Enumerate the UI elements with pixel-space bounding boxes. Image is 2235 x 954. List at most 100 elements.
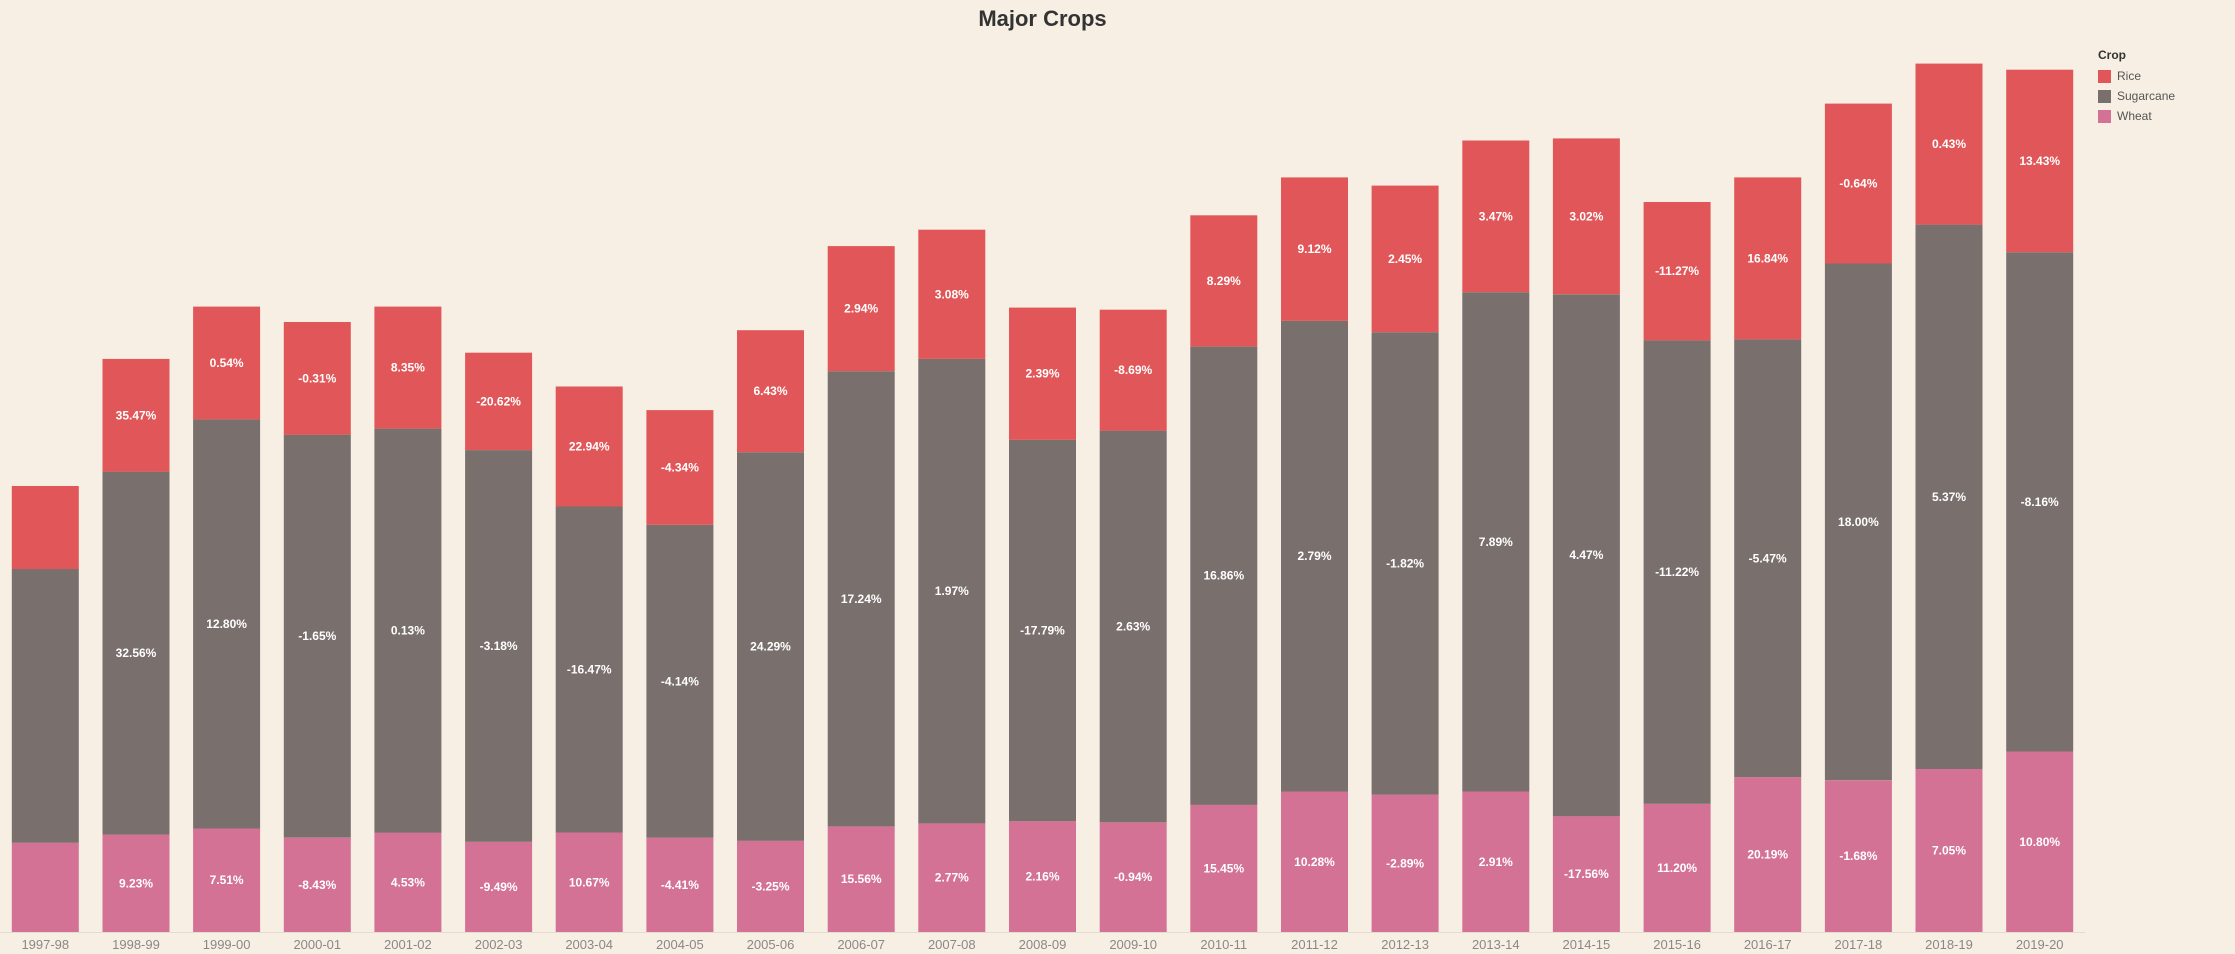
bar-segment-rice-2001-02[interactable] <box>374 306 442 429</box>
data-label-sugarcane-2003-04: -16.47% <box>567 663 612 677</box>
bar-segment-sugarcane-2007-08[interactable] <box>918 358 986 824</box>
bar-segment-rice-2012-13[interactable] <box>1371 185 1439 333</box>
bar-segment-wheat-2001-02[interactable] <box>374 832 442 933</box>
bar-segment-sugarcane-2015-16[interactable] <box>1643 340 1711 804</box>
bar-segment-rice-2010-11[interactable] <box>1190 215 1258 347</box>
bar-segment-rice-2015-16[interactable] <box>1643 202 1711 341</box>
bar-segment-rice-2014-15[interactable] <box>1552 138 1620 295</box>
bar-segment-sugarcane-2002-03[interactable] <box>465 450 533 842</box>
bar-segment-sugarcane-1997-98[interactable] <box>11 569 79 843</box>
bar-segment-wheat-1997-98[interactable] <box>11 842 79 932</box>
bar-segment-rice-2018-19[interactable] <box>1915 63 1983 225</box>
x-tick-label-2007-08: 2007-08 <box>928 937 976 952</box>
data-label-sugarcane-1999-00: 12.80% <box>206 617 247 631</box>
legend-item-sugarcane[interactable]: Sugarcane <box>2098 86 2175 106</box>
data-label-wheat-2010-11: 15.45% <box>1203 861 1244 875</box>
bar-segment-rice-2000-01[interactable] <box>283 322 351 435</box>
bar-segment-sugarcane-2019-20[interactable] <box>2006 252 2074 752</box>
data-label-rice-2008-09: 2.39% <box>1025 367 1059 381</box>
data-label-rice-2000-01: -0.31% <box>298 371 336 385</box>
bar-segment-wheat-2012-13[interactable] <box>1371 794 1439 932</box>
bar-segment-rice-2017-18[interactable] <box>1824 103 1892 264</box>
bar-segment-wheat-2002-03[interactable] <box>465 841 533 932</box>
bar-segment-wheat-2003-04[interactable] <box>555 832 623 933</box>
data-label-wheat-1998-99: 9.23% <box>119 876 153 890</box>
bar-segment-sugarcane-2012-13[interactable] <box>1371 332 1439 795</box>
bar-segment-sugarcane-2009-10[interactable] <box>1099 430 1167 823</box>
bar-segment-rice-2003-04[interactable] <box>555 386 623 507</box>
bar-segment-wheat-2019-20[interactable] <box>2006 751 2074 933</box>
x-tick-label-2006-07: 2006-07 <box>837 937 885 952</box>
data-label-rice-2006-07: 2.94% <box>844 302 878 316</box>
data-label-wheat-2012-13: -2.89% <box>1386 856 1424 870</box>
bar-segment-sugarcane-1998-99[interactable] <box>102 471 170 835</box>
x-tick-label-2009-10: 2009-10 <box>1109 937 1157 952</box>
legend-item-rice[interactable]: Rice <box>2098 66 2175 86</box>
bar-segment-sugarcane-2017-18[interactable] <box>1824 263 1892 781</box>
bar-segment-rice-2002-03[interactable] <box>465 352 533 451</box>
bar-segment-wheat-2011-12[interactable] <box>1281 791 1348 933</box>
bar-segment-sugarcane-2013-14[interactable] <box>1462 292 1530 792</box>
bar-segment-rice-2004-05[interactable] <box>646 410 714 525</box>
bar-segment-wheat-1998-99[interactable] <box>102 834 170 932</box>
bar-segment-sugarcane-2005-06[interactable] <box>737 452 804 841</box>
x-tick-label-2008-09: 2008-09 <box>1019 937 1067 952</box>
bar-segment-rice-1997-98[interactable] <box>11 486 79 569</box>
bar-labels-layer: 9.23% 32.56% 35.47% 7.51% 12.80% 0.54% -8.43% -… <box>116 137 2061 894</box>
bar-segment-sugarcane-2000-01[interactable] <box>283 434 351 838</box>
bar-segment-sugarcane-1999-00[interactable] <box>193 419 261 829</box>
bar-segment-wheat-2007-08[interactable] <box>918 823 986 932</box>
bar-segment-wheat-2008-09[interactable] <box>1009 821 1076 932</box>
bar-segment-wheat-1999-00[interactable] <box>193 828 261 932</box>
data-label-rice-1999-00: 0.54% <box>210 356 244 370</box>
bar-segment-sugarcane-2004-05[interactable] <box>646 525 714 838</box>
bar-segment-wheat-2006-07[interactable] <box>827 826 895 932</box>
data-label-wheat-2017-18: -1.68% <box>1839 849 1877 863</box>
bar-segment-sugarcane-2011-12[interactable] <box>1281 320 1348 792</box>
bar-segment-wheat-2015-16[interactable] <box>1643 803 1711 932</box>
bar-segment-sugarcane-2006-07[interactable] <box>827 371 895 827</box>
data-label-wheat-2009-10: -0.94% <box>1114 870 1152 884</box>
bar-segment-wheat-2018-19[interactable] <box>1915 769 1983 932</box>
bar-segment-sugarcane-2018-19[interactable] <box>1915 224 1983 770</box>
bar-segment-rice-2008-09[interactable] <box>1009 307 1076 440</box>
x-tick-label-2016-17: 2016-17 <box>1744 937 1792 952</box>
data-label-sugarcane-2005-06: 24.29% <box>750 640 791 654</box>
bar-segment-sugarcane-2001-02[interactable] <box>374 428 442 833</box>
bar-segment-rice-2011-12[interactable] <box>1281 177 1348 321</box>
bar-segment-wheat-2017-18[interactable] <box>1824 780 1892 932</box>
bar-segment-sugarcane-2016-17[interactable] <box>1734 339 1802 778</box>
x-tick-label-1999-00: 1999-00 <box>203 937 251 952</box>
bar-segment-wheat-2014-15[interactable] <box>1552 816 1620 932</box>
bar-segment-wheat-2000-01[interactable] <box>283 837 351 932</box>
bar-segment-rice-1998-99[interactable] <box>102 358 170 472</box>
bar-segment-sugarcane-2010-11[interactable] <box>1190 346 1258 805</box>
bar-segment-wheat-2010-11[interactable] <box>1190 804 1258 932</box>
bar-segment-sugarcane-2014-15[interactable] <box>1552 294 1620 817</box>
bar-segment-wheat-2005-06[interactable] <box>737 840 804 932</box>
bar-segment-rice-2013-14[interactable] <box>1462 140 1530 293</box>
bar-segment-rice-2006-07[interactable] <box>827 246 895 372</box>
bar-segment-rice-2007-08[interactable] <box>918 229 986 359</box>
data-label-rice-2018-19: 0.43% <box>1932 137 1966 151</box>
data-label-rice-2001-02: 8.35% <box>391 361 425 375</box>
data-label-rice-2005-06: 6.43% <box>753 384 787 398</box>
data-label-wheat-2006-07: 15.56% <box>841 872 882 886</box>
bar-segment-rice-2016-17[interactable] <box>1734 177 1802 340</box>
data-label-sugarcane-2011-12: 2.79% <box>1297 549 1331 563</box>
x-tick-label-2012-13: 2012-13 <box>1381 937 1429 952</box>
bar-segment-rice-1999-00[interactable] <box>193 306 261 420</box>
bar-segment-sugarcane-2008-09[interactable] <box>1009 439 1076 822</box>
bar-segment-wheat-2013-14[interactable] <box>1462 791 1530 933</box>
legend-label-sugarcane: Sugarcane <box>2117 89 2176 103</box>
bar-segment-wheat-2009-10[interactable] <box>1099 822 1167 932</box>
bar-segment-rice-2005-06[interactable] <box>737 330 804 453</box>
bar-segment-wheat-2004-05[interactable] <box>646 837 714 932</box>
data-label-wheat-2002-03: -9.49% <box>480 880 518 894</box>
bar-segment-wheat-2016-17[interactable] <box>1734 777 1802 932</box>
bar-segment-rice-2019-20[interactable] <box>2006 69 2074 253</box>
bar-segment-rice-2009-10[interactable] <box>1099 309 1167 431</box>
legend-item-wheat[interactable]: Wheat <box>2098 106 2175 126</box>
bar-segment-sugarcane-2003-04[interactable] <box>555 506 623 833</box>
data-label-sugarcane-2009-10: 2.63% <box>1116 620 1150 634</box>
